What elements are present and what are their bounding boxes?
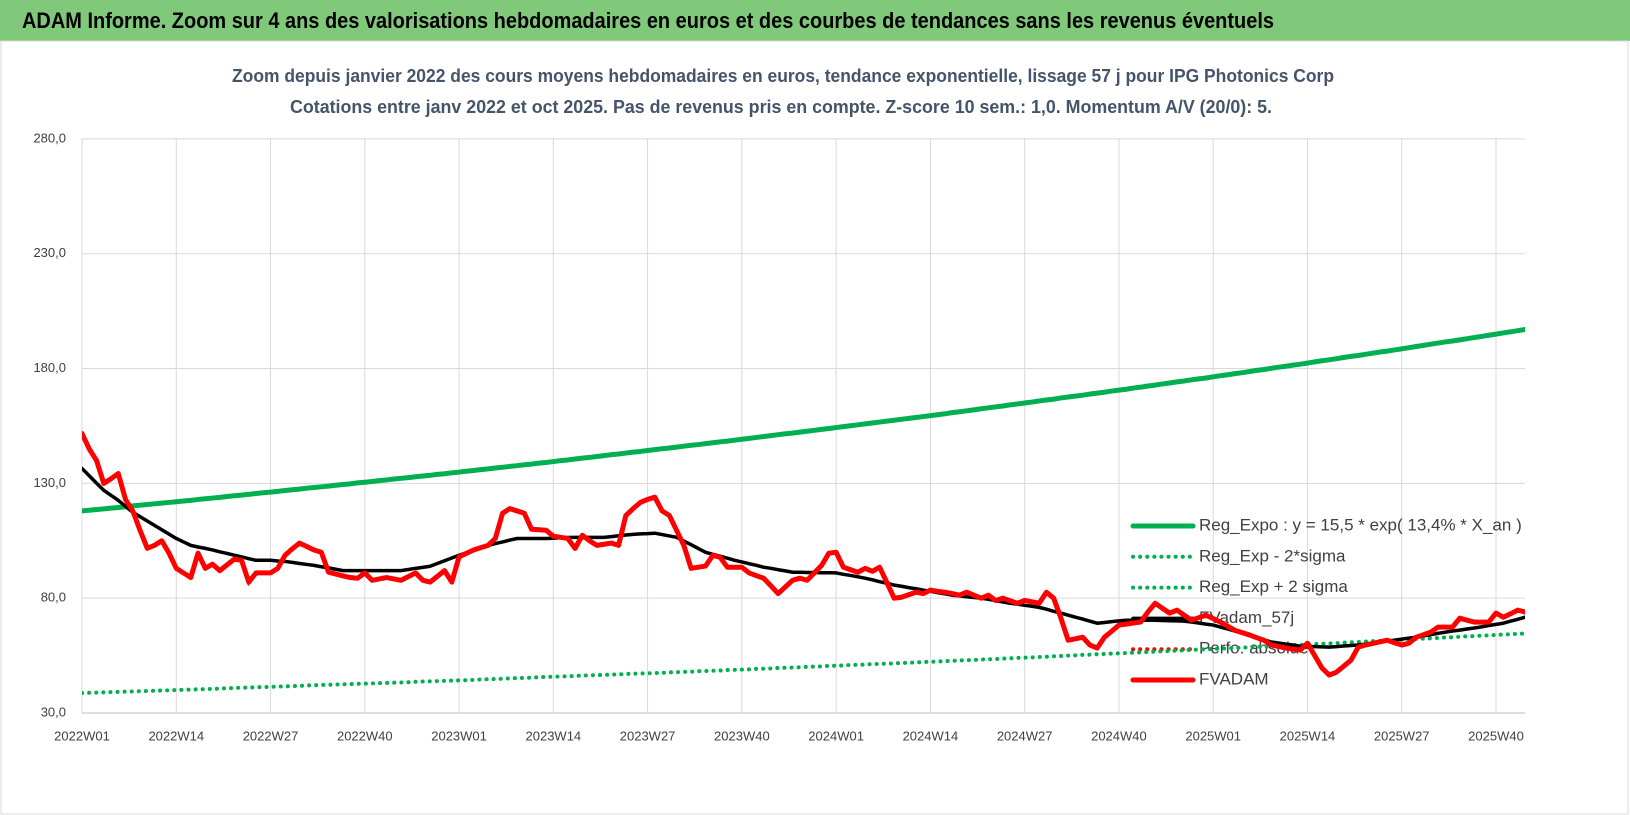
header-title: ADAM Informe. Zoom sur 4 ans des valoris… — [22, 8, 1274, 33]
series-line — [82, 327, 1525, 514]
title-backdrop — [228, 58, 1338, 124]
series-line — [82, 466, 1525, 649]
x-tick-label: 2025W14 — [1280, 728, 1336, 743]
x-tick-label: 2025W27 — [1374, 728, 1430, 743]
x-tick-label: 2024W14 — [903, 728, 959, 743]
x-tick-label: 2025W01 — [1185, 728, 1241, 743]
x-tick-label: 2023W27 — [620, 728, 676, 743]
x-tick-label: 2022W14 — [148, 728, 204, 743]
legend-label: FVADAM — [1199, 669, 1269, 688]
legend-label: Reg_Exp + 2 sigma — [1199, 577, 1348, 596]
y-tick-label: 180,0 — [33, 360, 66, 375]
x-tick-label: 2024W01 — [808, 728, 864, 743]
x-tick-label: 2024W40 — [1091, 728, 1147, 743]
x-tick-label: 2025W40 — [1468, 728, 1524, 743]
legend-label: Reg_Exp - 2*sigma — [1199, 546, 1346, 565]
x-tick-label: 2022W01 — [54, 728, 110, 743]
x-tick-label: 2023W14 — [526, 728, 582, 743]
y-tick-label: 80,0 — [41, 590, 66, 605]
chart-title: Zoom depuis janvier 2022 des cours moyen… — [232, 66, 1334, 86]
series-line — [82, 431, 1525, 678]
x-tick-label: 2022W27 — [243, 728, 299, 743]
x-tick-label: 2022W40 — [337, 728, 393, 743]
x-tick-label: 2023W40 — [714, 728, 770, 743]
y-tick-label: 30,0 — [41, 704, 66, 719]
legend-label: Reg_Expo : y = 15,5 * exp( 13,4% * X_an … — [1199, 515, 1522, 534]
x-tick-label: 2023W01 — [431, 728, 487, 743]
x-tick-label: 2024W27 — [997, 728, 1053, 743]
y-tick-label: 130,0 — [33, 475, 66, 490]
y-tick-label: 280,0 — [33, 130, 66, 145]
y-tick-label: 230,0 — [33, 245, 66, 260]
series-line — [82, 631, 1525, 696]
chart-frame — [0, 40, 1629, 815]
header-bar — [0, 0, 1630, 41]
chart-subtitle: Cotations entre janv 2022 et oct 2025. P… — [290, 97, 1272, 117]
